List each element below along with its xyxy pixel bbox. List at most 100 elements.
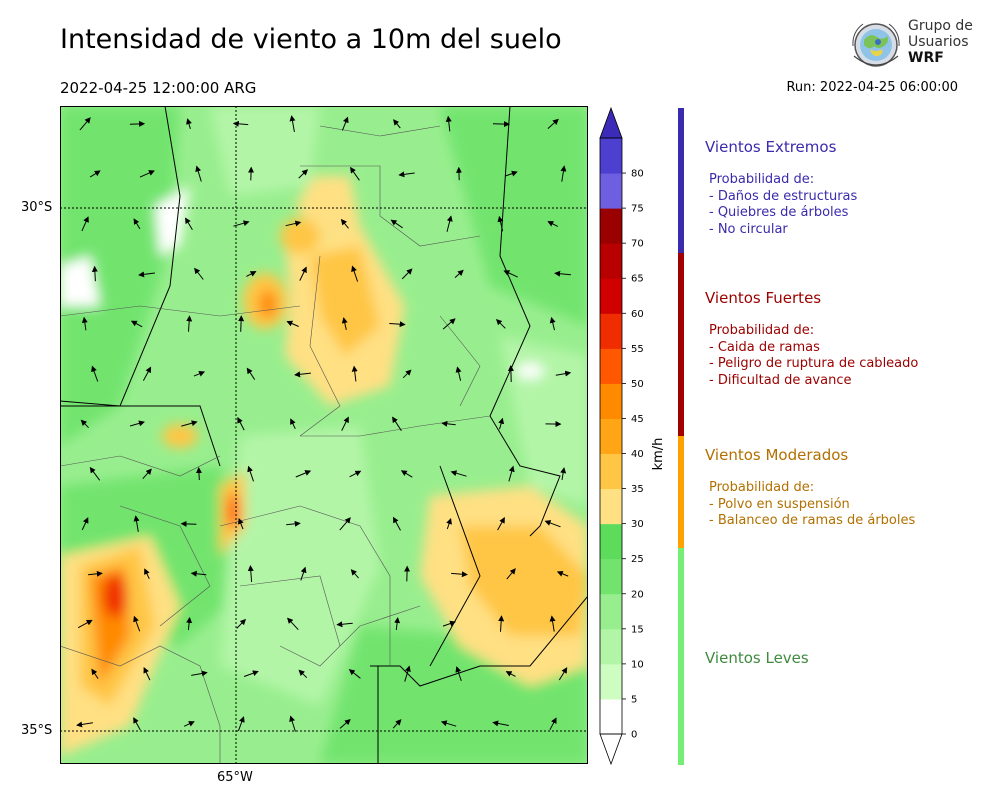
wind-arrow	[560, 165, 567, 182]
wind-arrow	[186, 315, 193, 332]
wind-arrow	[186, 616, 193, 631]
wind-arrow	[295, 470, 312, 478]
wind-arrow	[247, 565, 254, 583]
wind-arrow	[544, 520, 561, 528]
wind-arrow	[246, 367, 256, 380]
lat-label-30s: 30°S	[21, 200, 53, 215]
cat-fuertes-line: - Dificultad de avance	[709, 372, 852, 388]
wind-arrow	[238, 315, 245, 332]
wind-arrow	[91, 668, 99, 679]
wind-arrow	[79, 117, 91, 131]
wind-arrow	[503, 270, 518, 278]
wind-arrow	[554, 270, 571, 277]
globe-icon	[852, 23, 900, 67]
wind-arrow	[446, 215, 453, 232]
cat-moderados-list: Probabilidad de: - Polvo en suspensión -…	[709, 480, 915, 530]
wind-arrow	[348, 669, 361, 679]
colorbar-segment	[600, 698, 622, 735]
wind-arrow	[194, 267, 204, 280]
colorbar-segment	[600, 383, 622, 419]
wind-arrow	[88, 570, 103, 577]
wind-arrow	[236, 618, 246, 629]
colorbar-segment	[600, 628, 622, 665]
wind-arrow	[547, 118, 559, 129]
cat-extremos-line: - Quiebres de árboles	[709, 205, 849, 220]
wind-arrow	[336, 621, 353, 628]
wind-arrow	[549, 717, 557, 731]
wind-arrow	[133, 515, 140, 532]
cat-leves-title: Vientos Leves	[705, 649, 809, 667]
colorbar-segment	[600, 348, 622, 384]
colorbar-tick-label: 25	[631, 554, 644, 565]
wind-arrow	[393, 119, 401, 129]
wind-arrow	[286, 520, 301, 527]
colorbar-segment	[600, 663, 622, 700]
wind-arrow	[80, 419, 89, 429]
wind-arrow	[442, 620, 456, 627]
wind-arrow	[450, 470, 467, 477]
wind-arrow	[506, 568, 516, 580]
wind-arrow	[298, 669, 308, 679]
wind-arrow	[298, 169, 309, 179]
wind-arrow	[237, 716, 245, 732]
wind-arrow	[547, 221, 559, 227]
wind-arrow	[144, 568, 150, 580]
wind-arrow	[238, 517, 244, 530]
wind-arrow	[394, 617, 401, 631]
wind-arrow	[142, 468, 152, 480]
wind-arrow	[129, 420, 145, 427]
wind-arrow	[351, 365, 358, 382]
wind-arrow	[190, 570, 207, 577]
wind-arrow	[195, 165, 202, 182]
cat-extremos-line: Probabilidad de:	[709, 172, 815, 187]
cat-moderados-title: Vientos Moderados	[705, 446, 849, 464]
wind-arrow	[498, 417, 505, 430]
wind-arrow	[440, 720, 457, 727]
cat-fuertes-line: - Caida de ramas	[709, 339, 820, 355]
colorbar-tick-label: 65	[631, 274, 644, 285]
cat-moderados-line: Probabilidad de:	[709, 480, 815, 495]
wind-arrow	[246, 271, 257, 277]
wind-arrow	[77, 619, 93, 629]
wind-arrow	[81, 316, 88, 331]
wind-arrow	[495, 318, 506, 329]
wind-arrow	[497, 215, 504, 232]
wind-arrow	[340, 218, 349, 229]
cat-moderados-line: - Polvo en suspensión	[709, 496, 850, 512]
wind-arrow	[560, 467, 567, 480]
colorbar-segment	[600, 313, 622, 349]
colorbar-segment	[600, 558, 622, 595]
colorbar: 0 5 10 15 20 25 30 35 40 45 50 55 60 65 70 75 80 km/h	[599, 106, 666, 766]
wind-arrow	[247, 465, 254, 482]
wind-arrow	[142, 366, 152, 381]
province-borders	[60, 125, 491, 764]
wind-arrow	[454, 269, 464, 278]
wind-arrow	[133, 717, 141, 731]
wind-arrow	[389, 321, 406, 328]
wind-arrow	[180, 520, 197, 527]
wind-arrow	[287, 617, 299, 631]
wind-arrow	[243, 670, 259, 677]
colorbar-tick-label: 5	[631, 694, 637, 705]
wind-arrow	[351, 265, 359, 282]
wind-arrow	[232, 120, 249, 127]
cat-fuertes-title: Vientos Fuertes	[705, 289, 822, 307]
map-frame	[60, 106, 588, 764]
wind-arrow	[497, 517, 505, 531]
colorbar-segment	[600, 208, 622, 244]
wind-arrow	[91, 265, 98, 282]
logo-line3: WRF	[908, 50, 944, 66]
wind-arrow	[195, 467, 202, 481]
wind-arrow	[129, 120, 146, 127]
wind-arrow	[455, 366, 462, 381]
wind-arrow	[498, 615, 505, 632]
colorbar-tick-label: 70	[631, 239, 644, 250]
colorbar-tick-label: 35	[631, 484, 644, 495]
wind-arrow	[193, 371, 206, 377]
wind-arrow	[285, 220, 302, 227]
wind-arrow	[130, 320, 143, 328]
cat-extremos-line: - Daños de estructuras	[709, 188, 858, 204]
wind-arrow	[81, 517, 89, 531]
wind-arrow	[455, 666, 462, 682]
wind-arrow	[300, 566, 307, 581]
